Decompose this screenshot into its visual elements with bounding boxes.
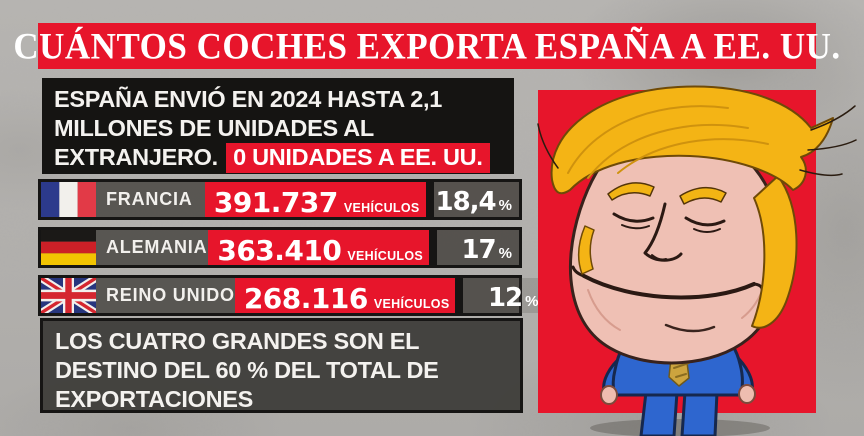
vehicle-count-block: 363.410 VEHÍCULOS	[208, 230, 429, 267]
summary-line-2: MILLONES DE UNIDADES AL	[54, 114, 502, 143]
germany-flag-icon	[41, 230, 96, 265]
trump-illustration	[528, 78, 858, 436]
country-label: FRANCIA	[106, 189, 193, 209]
summary-segment-bold: MILLONES DE UNIDADES	[54, 115, 338, 141]
summary-segment: AL	[337, 115, 374, 141]
vehicle-unit-label: VEHÍCULOS	[343, 201, 420, 215]
country-label: ALEMANIA	[106, 237, 208, 257]
summary-line-1: ESPAÑA ENVIÓ EN 2024 HASTA 2,1	[54, 85, 502, 114]
summary-line-3: EXTRANJERO. 0 UNIDADES A EE. UU.	[54, 143, 502, 173]
percent-value: 12	[487, 283, 523, 313]
vehicle-count: 391.737	[213, 186, 339, 219]
footer-segment: DESTINO DEL	[55, 357, 216, 383]
percent-block: 17 %	[437, 230, 519, 265]
footer-box: LOS CUATRO GRANDES SON EL DESTINO DEL 60…	[40, 318, 523, 413]
footer-line-2: DESTINO DEL 60 % DEL TOTAL DE	[55, 356, 508, 385]
row-divider	[429, 230, 437, 265]
summary-segment: ESPAÑA ENVIÓ EN 2024 HASTA	[54, 86, 411, 112]
export-row-alemania: ALEMANIA 363.410 VEHÍCULOS 17 %	[38, 227, 522, 268]
vehicle-unit-label: VEHÍCULOS	[347, 249, 423, 263]
export-row-francia: FRANCIA 391.737 VEHÍCULOS 18,4 %	[38, 179, 522, 220]
vehicle-count-block: 391.737 VEHÍCULOS	[204, 182, 426, 219]
export-row-reino-unido: REINO UNIDO 268.116 VEHÍCULOS 12 %	[38, 275, 546, 316]
percent-value: 18,4	[435, 187, 497, 217]
summary-segment-bold: 2,1	[410, 86, 443, 112]
country-label: REINO UNIDO	[106, 285, 235, 305]
footer-line-3: EXPORTACIONES	[55, 385, 508, 414]
percent-block: 18,4 %	[433, 182, 519, 217]
zero-units-highlight: 0 UNIDADES A EE. UU.	[226, 143, 490, 173]
trump-hand-left	[600, 385, 618, 405]
percent-symbol: %	[498, 245, 512, 262]
summary-segment: EXTRANJERO.	[54, 144, 225, 170]
row-divider	[455, 278, 464, 313]
ground-shadow	[590, 419, 770, 436]
footer-segment-bold: 60 % DEL TOTAL DE	[215, 357, 439, 383]
trump-hand-right	[738, 384, 756, 404]
vehicle-count: 268.116	[243, 282, 369, 315]
footer-segment-bold: EXPORTACIONES	[55, 386, 254, 412]
row-divider	[425, 182, 434, 217]
title-banner: CUÁNTOS COCHES EXPORTA ESPAÑA A EE. UU.	[13, 23, 840, 69]
vehicle-count: 363.410	[217, 234, 342, 267]
uk-flag-icon	[41, 278, 96, 313]
page-title: CUÁNTOS COCHES EXPORTA ESPAÑA A EE. UU.	[13, 25, 841, 67]
france-flag-icon	[41, 182, 96, 217]
vehicle-unit-label: VEHÍCULOS	[373, 297, 450, 311]
summary-box: ESPAÑA ENVIÓ EN 2024 HASTA 2,1 MILLONES …	[42, 78, 514, 174]
percent-symbol: %	[498, 197, 512, 214]
percent-value: 17	[461, 235, 496, 265]
footer-line-1: LOS CUATRO GRANDES SON EL	[55, 328, 420, 354]
vehicle-count-block: 268.116 VEHÍCULOS	[234, 278, 456, 315]
